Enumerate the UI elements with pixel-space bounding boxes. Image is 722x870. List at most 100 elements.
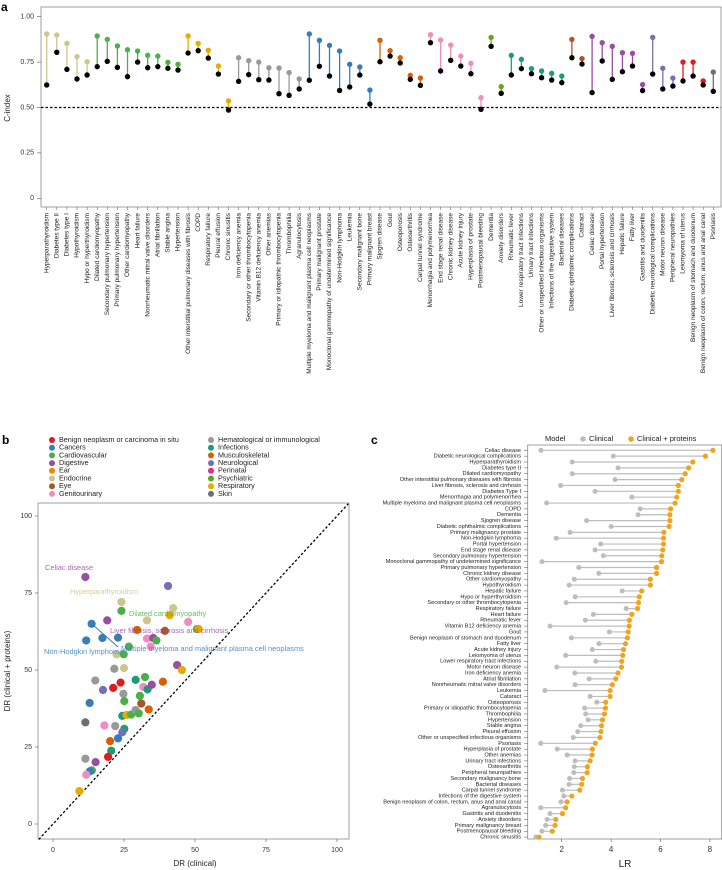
disease-label: Chronic kidney disease [463,571,521,577]
clinical-point [559,787,565,793]
clinical-point [586,676,592,682]
disease-label: Bacterial diseases [476,782,522,788]
disease-label: Hepatic failure [619,213,626,255]
disease-label: Monoclonal gammopathy of undetermined si… [326,213,333,371]
disease-label: Motor neuron disease [467,665,521,671]
legend-swatch [208,452,214,459]
proteins-point [667,518,673,524]
clinical-point [64,66,70,73]
disease-label: Agranulocytosis [296,212,303,259]
proteins-point [276,65,282,71]
disease-label: Multiple myeloma and malignant plasma ce… [383,501,522,507]
clinical-point [567,529,573,535]
clinical-point [549,77,555,83]
proteins-point [635,600,642,606]
disease-label: Portal hypertension [473,542,521,548]
clinical-point [296,86,302,92]
clinical-point [538,740,544,746]
disease-label: Primary malignancy prostate [450,530,521,536]
disease-label: Infections of the digestive system [439,794,522,800]
y-tick-label: 0 [30,195,34,202]
x-tick-label: 75 [262,847,270,854]
proteins-point [417,75,424,81]
proteins-point [145,52,151,59]
clinical-point [74,76,80,82]
proteins-point [84,59,90,65]
disease-label: Fatty liver [629,212,636,241]
clinical-point [538,75,545,81]
proteins-point [437,37,444,43]
disease-label: Leiomyoma of uterus [680,212,687,273]
proteins-point [618,664,625,670]
proteins-point [690,459,696,465]
disease-label: Other cardiomyopathy [466,577,521,583]
disease-label: Other cardiomyopathy [124,212,131,277]
disease-label: Urinary tract infections [528,212,535,277]
proteins-point [175,61,181,67]
disease-point [163,581,173,591]
disease-label: Diabetes type II [54,213,61,258]
proteins-point [427,31,434,38]
clinical-point [54,49,60,55]
disease-label: Nonrheumatic mitral valve disorders [144,212,151,316]
disease-label: Hyperparathyroidism [469,460,521,466]
clinical-point [566,582,572,588]
proteins-point [619,49,626,56]
proteins-point [660,541,667,547]
clinical-point [600,553,606,559]
clinical-point [316,63,323,69]
disease-label: Hypothyroidism [74,213,81,258]
proteins-point [407,72,413,79]
proteins-point [626,623,632,629]
clinical-point [559,79,565,86]
legend-title: Model [545,434,566,443]
disease-label: Chronic sinusitis [225,212,232,260]
legend-label: Skin [218,489,232,498]
legend-swatch [208,437,214,443]
clinical-point [235,78,242,85]
clinical-point [554,746,560,752]
clinical-point [650,71,656,77]
clinical-point [387,53,393,59]
clinical-point [599,58,605,64]
clinical-point [407,76,413,83]
proteins-point [336,48,343,54]
disease-point [85,698,94,708]
disease-point [91,757,100,767]
disease-label: Other or unspecified infectious organism… [538,212,545,332]
panel-a-letter: a [1,0,8,14]
x-tick-label: 4 [609,845,614,854]
disease-point [103,616,112,625]
proteins-point [624,635,631,641]
disease-label: Leiomyoma of uterus [469,653,521,659]
clinical-point [619,588,625,594]
proteins-point [609,43,615,50]
clinical-point [195,47,201,54]
proteins-point [636,594,642,600]
disease-label: Atrial fibrillation [155,213,162,257]
disease-label: Primary or idiopathic thrombocytopenia [276,213,283,326]
clinical-point [593,658,599,664]
proteins-point [488,34,494,41]
clinical-point [572,758,578,764]
proteins-point [609,682,615,688]
clinical-point [508,72,514,78]
clinical-point [427,39,434,46]
clinical-point [571,770,577,776]
disease-point [160,626,169,635]
clinical-point [578,723,584,729]
legend-swatch-clinical [580,436,586,442]
disease-label: Nonrheumatic mitral valve disorders [432,682,521,688]
clinical-point [134,59,141,65]
disease-point [169,603,178,613]
disease-point [113,734,123,743]
legend-label: Benign neoplasm or carcinoma in situ [59,435,179,444]
clinical-point [670,83,676,89]
disease-label: Stable angina [487,723,522,729]
proteins-point [710,447,716,453]
proteins-point [603,699,609,705]
proteins-point [508,52,514,59]
x-axis-title: DR (clinical) [173,859,216,868]
clinical-point [448,57,454,63]
proteins-point [357,64,363,70]
